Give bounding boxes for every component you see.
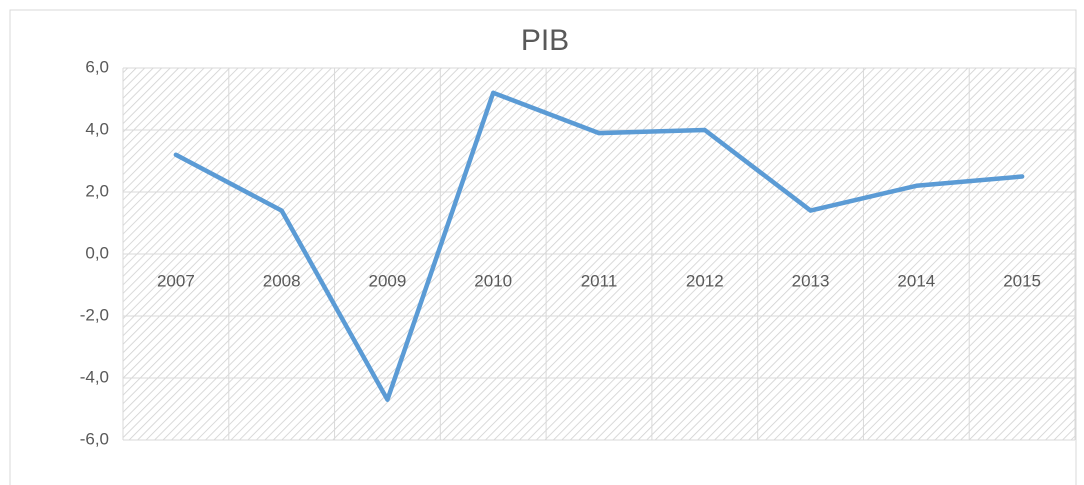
y-tick-label: -2,0 [80, 305, 109, 324]
x-tick-label: 2007 [157, 271, 195, 290]
x-tick-label: 2012 [686, 271, 724, 290]
x-tick-label: 2010 [474, 271, 512, 290]
x-tick-label: 2009 [369, 271, 407, 290]
data-line [173, 90, 1025, 402]
y-tick-label: 2,0 [85, 181, 109, 200]
y-tick-label: -4,0 [80, 367, 109, 386]
x-tick-label: 2013 [792, 271, 830, 290]
x-tick-label: 2015 [1003, 271, 1041, 290]
y-tick-label: -6,0 [80, 429, 109, 448]
x-tick-label: 2011 [581, 271, 618, 290]
y-tick-label: 6,0 [85, 57, 109, 76]
y-tick-label: 0,0 [85, 243, 109, 262]
x-tick-label: 2014 [897, 271, 935, 290]
x-tick-label: 2008 [263, 271, 301, 290]
y-tick-label: 4,0 [85, 119, 109, 138]
chart-title: PIB [521, 24, 569, 57]
